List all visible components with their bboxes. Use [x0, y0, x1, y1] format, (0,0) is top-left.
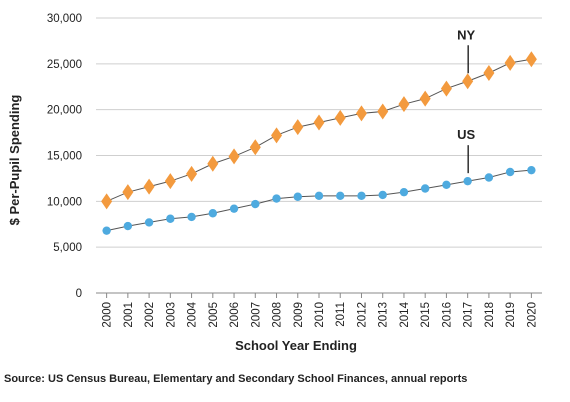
x-tick-label: 2006: [229, 302, 241, 328]
us-data-point: [357, 191, 366, 201]
y-tick-label: 30,000: [47, 13, 82, 25]
line-chart: 0 5,000 10,000 15,000 20,000 25,000 30,000 200…: [7, 13, 542, 353]
x-tick-label: 2003: [165, 302, 177, 328]
x-tick-label: 2014: [399, 301, 411, 327]
y-axis-title: $ Per-Pupil Spending: [7, 95, 22, 226]
ny-data-point: [164, 173, 176, 190]
ny-data-point: [122, 184, 134, 201]
x-tick-label: 2012: [356, 302, 368, 328]
us-data-point: [527, 165, 536, 175]
us-data-point: [378, 190, 387, 200]
ny-data-point: [207, 155, 219, 172]
x-tick-label: 2017: [463, 302, 475, 328]
ny-data-point: [483, 65, 495, 81]
us-data-point: [463, 176, 472, 186]
us-data-point: [505, 167, 515, 177]
x-tick-label: 2004: [187, 301, 199, 327]
ny-data-point: [377, 103, 389, 120]
us-data-point: [144, 218, 154, 227]
us-data-point: [229, 204, 239, 213]
us-data-point: [251, 199, 260, 209]
y-tick-label: 25,000: [47, 59, 82, 71]
x-tick-label: 2018: [484, 302, 496, 328]
x-tick-label: 2015: [420, 302, 432, 328]
ny-data-point: [419, 90, 431, 107]
y-tick-label: 10,000: [47, 196, 82, 208]
source-note: Source: US Census Bureau, Elementary and…: [4, 373, 468, 385]
ny-data-point: [271, 127, 283, 144]
ny-data-point: [334, 109, 346, 126]
ny-data-point: [398, 96, 410, 113]
ny-data-point: [504, 54, 516, 71]
x-tick-label: 2019: [505, 302, 517, 328]
x-axis-ticks: 2000 2001 2002 2003 2004 2005 2006 2007 2008 2009…: [102, 293, 538, 328]
us-data-point: [166, 214, 175, 223]
x-axis-title: School Year Ending: [235, 338, 357, 353]
ny-data-point: [525, 51, 537, 68]
ny-data-point: [313, 114, 325, 131]
x-tick-label: 2011: [335, 302, 347, 327]
us-data-point: [208, 209, 218, 218]
ny-annotation-label: NY: [457, 27, 475, 42]
ny-data-point: [186, 165, 198, 182]
us-data-point: [123, 221, 133, 231]
x-tick-label: 2010: [314, 302, 326, 328]
us-data-point: [484, 173, 494, 182]
x-tick-label: 2002: [144, 302, 156, 328]
us-data-point: [187, 212, 196, 222]
y-axis-ticks: 0 5,000 10,000 15,000 20,000 25,000 30,000: [47, 13, 82, 300]
x-tick-label: 2008: [272, 302, 284, 328]
x-tick-label: 2013: [378, 302, 390, 328]
x-tick-label: 2001: [123, 302, 135, 328]
y-tick-label: 5,000: [53, 242, 82, 254]
x-tick-label: 2000: [102, 302, 114, 328]
y-tick-label: 15,000: [47, 151, 82, 163]
ny-data-point: [228, 148, 240, 165]
us-data-point: [314, 191, 324, 201]
ny-data-point: [143, 178, 155, 195]
ny-data-point: [440, 80, 452, 97]
x-tick-label: 2009: [293, 302, 305, 328]
ny-data-point: [249, 139, 261, 156]
us-data-point: [293, 192, 302, 201]
annotations: NY US: [457, 27, 476, 174]
series-group: [101, 51, 537, 235]
x-tick-label: 2007: [250, 302, 262, 328]
x-tick-label: 2005: [208, 302, 220, 328]
us-data-point: [420, 184, 430, 193]
us-data-point: [272, 194, 281, 203]
us-data-point: [399, 187, 409, 197]
us-annotation-label: US: [457, 127, 475, 142]
ny-data-point: [292, 119, 304, 136]
y-tick-label: 20,000: [47, 105, 82, 117]
x-tick-label: 2016: [441, 302, 453, 328]
ny-data-point: [462, 73, 474, 90]
us-data-point: [102, 226, 111, 235]
x-tick-label: 2020: [526, 302, 538, 328]
us-data-point: [336, 191, 345, 201]
gridlines: [96, 17, 542, 294]
ny-data-point: [355, 105, 367, 122]
us-data-point: [442, 180, 451, 190]
ny-data-point: [101, 193, 113, 210]
y-tick-label: 0: [76, 288, 82, 300]
